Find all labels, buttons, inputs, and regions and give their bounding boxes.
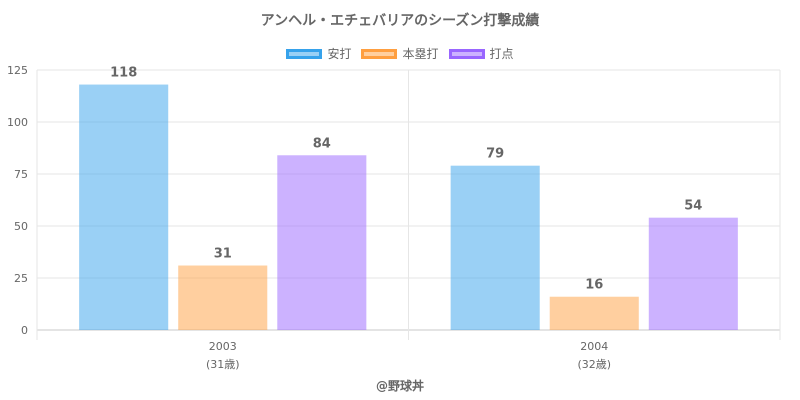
y-tick-label-0: 0 bbox=[21, 324, 28, 337]
bar-2003-1 bbox=[178, 265, 268, 330]
legend-item-hits[interactable]: 安打 bbox=[286, 45, 351, 62]
bar-2004-1 bbox=[549, 296, 639, 330]
data-label-2003-0: 118 bbox=[110, 66, 137, 81]
y-tick-label-25: 25 bbox=[14, 272, 28, 285]
legend: 安打 本塁打 打点 bbox=[0, 45, 800, 62]
x-tick-label-2004: 2004 bbox=[580, 340, 608, 353]
x-tick-sublabel-2003: (31歳) bbox=[206, 358, 240, 371]
bar-2003-0 bbox=[79, 84, 169, 330]
legend-label-rbi: 打点 bbox=[489, 47, 514, 61]
x-tick-label-2003: 2003 bbox=[209, 340, 237, 353]
data-label-2003-2: 84 bbox=[313, 136, 331, 151]
bar-2004-0 bbox=[450, 165, 540, 330]
x-tick-sublabel-2004: (32歳) bbox=[577, 358, 611, 371]
legend-label-home-runs: 本塁打 bbox=[402, 47, 439, 61]
data-label-2004-2: 54 bbox=[684, 199, 702, 214]
data-label-2004-0: 79 bbox=[486, 147, 504, 162]
bar-2004-2 bbox=[648, 217, 738, 330]
y-tick-label-125: 125 bbox=[7, 64, 28, 77]
data-label-2004-1: 16 bbox=[585, 278, 603, 293]
chart-title: アンヘル・エチェバリアのシーズン打撃成績 bbox=[260, 13, 540, 29]
legend-swatch-hits bbox=[286, 48, 323, 59]
legend-item-rbi[interactable]: 打点 bbox=[448, 45, 514, 62]
legend-swatch-home-runs bbox=[361, 48, 398, 59]
credit-label: @野球丼 bbox=[376, 378, 424, 393]
legend-swatch-rbi bbox=[448, 48, 485, 59]
legend-item-home-runs[interactable]: 本塁打 bbox=[361, 45, 439, 62]
y-tick-label-50: 50 bbox=[14, 220, 28, 233]
legend-label-hits: 安打 bbox=[327, 47, 352, 61]
y-tick-label-75: 75 bbox=[14, 168, 28, 181]
y-tick-label-100: 100 bbox=[7, 116, 28, 129]
bar-2003-2 bbox=[277, 155, 367, 330]
data-label-2003-1: 31 bbox=[214, 247, 232, 262]
